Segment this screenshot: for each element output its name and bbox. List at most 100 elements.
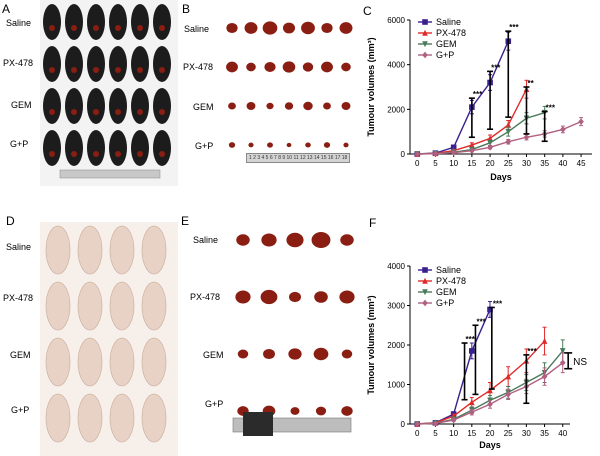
excised-tumors-caliper-image bbox=[232, 231, 355, 436]
tumor-shape bbox=[341, 349, 353, 359]
x-tick-label: 0 bbox=[415, 429, 420, 438]
data-point bbox=[469, 147, 475, 154]
mouse-shape bbox=[77, 225, 103, 275]
legend-label: GEM bbox=[436, 287, 457, 297]
x-tick-label: 15 bbox=[467, 429, 476, 438]
data-point bbox=[432, 420, 439, 427]
significance-label: *** bbox=[509, 23, 519, 32]
tumor-shape bbox=[302, 62, 314, 72]
mouse-shape bbox=[131, 4, 149, 40]
mouse-shape bbox=[77, 337, 103, 387]
mouse-shape bbox=[87, 88, 105, 124]
legend-label: G+P bbox=[436, 298, 454, 308]
row-label-b-gp: G+P bbox=[195, 141, 214, 151]
tumor-shape bbox=[290, 407, 300, 415]
x-tick-label: 35 bbox=[540, 159, 549, 168]
tumor-spot bbox=[137, 25, 143, 31]
legend-label: GEM bbox=[436, 39, 457, 49]
x-tick-label: 15 bbox=[467, 159, 476, 168]
panel-label-d: D bbox=[6, 214, 15, 228]
tumor-spot bbox=[71, 25, 77, 31]
tumor-shape bbox=[228, 102, 236, 110]
tumor-shape bbox=[236, 234, 250, 246]
y-tick-label: 6000 bbox=[387, 16, 405, 25]
y-tick-label: 0 bbox=[401, 420, 406, 429]
data-point bbox=[469, 348, 475, 354]
data-point bbox=[422, 289, 428, 296]
tumor-spot bbox=[71, 67, 77, 73]
tumor-shape bbox=[263, 348, 275, 360]
data-point bbox=[505, 128, 512, 135]
tumor-shape bbox=[282, 61, 296, 73]
tumor-spot bbox=[115, 67, 121, 73]
y-tick-label: 3000 bbox=[387, 302, 405, 311]
row-label-e-gem: GEM bbox=[203, 350, 224, 360]
tumor-spot bbox=[71, 109, 77, 115]
legend-label: Saline bbox=[436, 265, 461, 275]
series-line bbox=[417, 40, 509, 155]
mouse-shape bbox=[131, 46, 149, 82]
tumor-shape bbox=[246, 102, 256, 110]
data-point bbox=[469, 398, 475, 406]
tumor-shape bbox=[266, 102, 274, 110]
data-point bbox=[450, 144, 457, 151]
tumor-shape bbox=[339, 22, 353, 34]
tumor-spot bbox=[49, 25, 55, 31]
tumor-spot bbox=[137, 67, 143, 73]
tumor-shape bbox=[267, 142, 273, 148]
data-point bbox=[487, 140, 493, 147]
tumor-spot bbox=[93, 67, 99, 73]
x-tick-label: 5 bbox=[433, 429, 438, 438]
row-label-b-gem: GEM bbox=[193, 102, 214, 112]
mouse-shape bbox=[45, 393, 71, 443]
ruler-scale-text: 1 2 3 4 5 6 7 8 9 10 11 12 13 14 15 16 1… bbox=[249, 155, 349, 161]
mouse-shape bbox=[65, 46, 83, 82]
mouse-shape bbox=[87, 46, 105, 82]
x-tick-label: 45 bbox=[577, 159, 586, 168]
row-label-e-gp: G+P bbox=[205, 399, 224, 409]
mouse-shape bbox=[141, 393, 167, 443]
mouse-shape bbox=[87, 130, 105, 166]
significance-label: *** bbox=[466, 335, 476, 344]
mouse-shape bbox=[109, 225, 135, 275]
photo-ruler bbox=[59, 169, 161, 179]
tumor-shape bbox=[323, 142, 331, 148]
tumor-shape bbox=[284, 102, 294, 110]
data-point bbox=[487, 144, 493, 151]
tumor-shape bbox=[261, 233, 277, 247]
significance-label: *** bbox=[491, 63, 501, 72]
row-label-e-saline: Saline bbox=[193, 235, 219, 245]
tumor-shape bbox=[248, 142, 254, 148]
tumor-shape bbox=[305, 142, 311, 148]
data-point bbox=[487, 387, 493, 394]
x-tick-label: 30 bbox=[522, 429, 531, 438]
data-point bbox=[469, 141, 475, 148]
tumor-spot bbox=[71, 151, 77, 157]
tumor-shape bbox=[228, 142, 236, 148]
data-point bbox=[422, 19, 428, 25]
tumor-shape bbox=[311, 231, 331, 249]
tumor-shape bbox=[303, 101, 313, 111]
panel-label-c: C bbox=[363, 4, 372, 18]
panel-label-e: E bbox=[181, 214, 190, 228]
y-tick-label: 4000 bbox=[387, 61, 405, 70]
mouse-shape bbox=[109, 337, 135, 387]
row-label-a-saline: Saline bbox=[6, 18, 32, 28]
mouse-shape bbox=[153, 88, 171, 124]
tumor-shape bbox=[264, 62, 276, 72]
row-label-b-saline: Saline bbox=[184, 24, 210, 34]
nude-mice-image bbox=[40, 222, 178, 456]
data-point bbox=[487, 306, 493, 313]
data-point bbox=[422, 29, 428, 36]
mouse-shape bbox=[45, 281, 71, 331]
data-point bbox=[414, 150, 421, 158]
mice-photo-black bbox=[40, 0, 178, 186]
data-point bbox=[450, 149, 457, 156]
tumor-shape bbox=[237, 349, 249, 359]
tumor-shape bbox=[314, 291, 328, 303]
row-label-a-gp: G+P bbox=[10, 139, 29, 149]
row-label-a-px478: PX-478 bbox=[3, 58, 34, 68]
mouse-shape bbox=[109, 281, 135, 331]
row-label-d-px478: PX-478 bbox=[3, 293, 34, 303]
row-label-d-gp: G+P bbox=[11, 405, 30, 415]
